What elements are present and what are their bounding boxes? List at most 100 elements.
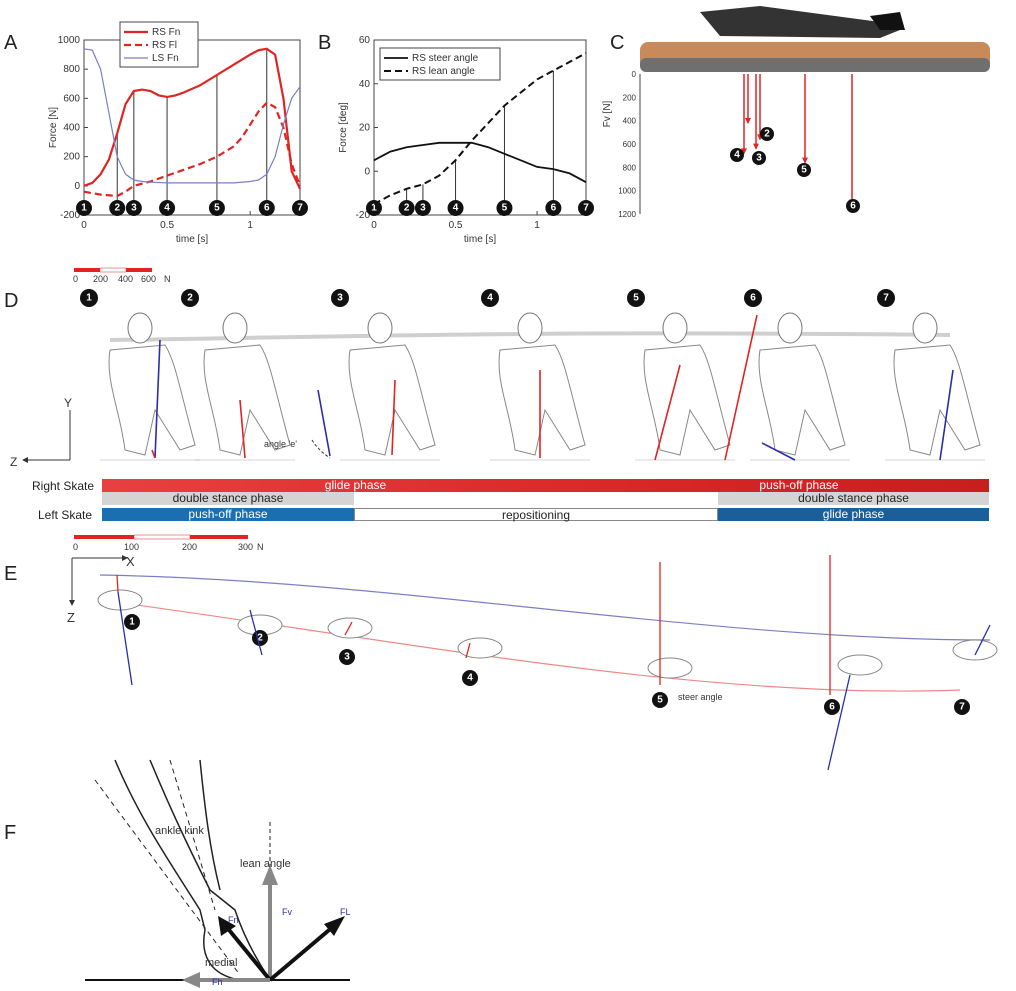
left-glide-bar: glide phase (718, 508, 989, 521)
lean-angle-label: lean angle (240, 858, 291, 870)
chart-b-event-badge: 3 (414, 200, 431, 216)
chart-b-series-1 (373, 52, 587, 205)
panel-letter-c: C (610, 32, 625, 54)
chart-c-badge: 4 (730, 148, 744, 162)
chart-c-arrowhead (745, 118, 751, 124)
right-skate-phase-bar: glide phase push-off phase (102, 479, 989, 492)
chart-b-event-badge-text: 2 (404, 203, 410, 214)
chart-b-event-badge: 4 (447, 200, 464, 216)
panel-letter-a: A (4, 32, 18, 54)
chart-a-ytick-label: 0 (74, 181, 80, 192)
chart-b-ytick-label: -20 (356, 210, 371, 221)
chart-c-badge: 3 (752, 151, 766, 165)
panel-d-badge: 1 (80, 289, 98, 307)
panel-letter-f: F (4, 822, 17, 844)
panel-e-top-view: 0 100 200 300 N X Z 1 2 3 4 5 6 7 steer angle (67, 534, 998, 771)
panel-e-badge-text: 2 (257, 633, 263, 644)
chart-a-event-badge-text: 7 (297, 203, 303, 214)
angle-e-label: angle 'e' (264, 439, 297, 449)
chart-c-badge-text: 2 (764, 129, 770, 140)
chart-b-xtick-label: 0.5 (449, 220, 463, 231)
force-arrow-d (724, 314, 758, 461)
chart-b-event-badge-text: 5 (502, 203, 508, 214)
panel-e-badge: 3 (339, 649, 355, 665)
axes-d: Y Z (10, 396, 72, 469)
medial-label: medial (205, 957, 237, 969)
skater-head (662, 312, 688, 344)
panel-d-badge-circle (877, 289, 895, 307)
chart-a-event-badge-text: 5 (214, 203, 220, 214)
skater-head (912, 312, 938, 344)
chart-b-legend-box (379, 47, 501, 81)
chart-a-xtick-label: 1 (247, 220, 253, 231)
chart-c-ytick: 400 (623, 117, 637, 126)
panel-d-badge-circle (744, 289, 762, 307)
chart-a-event-badge: 1 (76, 200, 92, 216)
chart-b-event-badge-text: 4 (453, 203, 459, 214)
chart-a-ytick-label: 1000 (58, 35, 81, 46)
chart-a-event-badge: 7 (292, 200, 308, 216)
chart-b-xtick-label: 1 (534, 220, 540, 231)
panel-e-badge-circle (954, 699, 970, 715)
chart-c-badge-circle (846, 199, 860, 213)
chart-b-event-badge: 5 (496, 200, 513, 216)
right-glide-label: glide phase (324, 478, 387, 492)
panel-e-badge-circle (824, 699, 840, 715)
skater-figure (750, 312, 850, 461)
chart-b-ytick-label: 20 (359, 123, 371, 134)
panel-letter-d: D (4, 290, 19, 312)
chart-a-ytick-label: 800 (63, 64, 80, 75)
panel-e-badge: 5 (652, 692, 668, 708)
chart-b-event-badge-circle (545, 200, 562, 216)
panel-d-badge: 2 (181, 289, 199, 307)
scale-d-tick-400: 400 (118, 274, 133, 284)
ankle-kink-label: ankle kink (155, 825, 204, 837)
red-track (99, 599, 961, 692)
top-skater (457, 637, 503, 659)
chart-c-badge-circle (797, 163, 811, 177)
chart-c-badge-text: 6 (850, 201, 856, 212)
panel-e-badge-text: 5 (657, 695, 663, 706)
panel-d-badge-text: 4 (487, 293, 493, 304)
skate-blade (640, 58, 990, 72)
chart-c-ytick: 1000 (618, 187, 636, 196)
chart-b-event-badge-circle (414, 200, 431, 216)
chart-c-badge-text: 3 (756, 153, 762, 164)
right-push-label: push-off phase (759, 478, 839, 492)
chart-a-ytick-label: -200 (60, 210, 80, 221)
chart-a-event-badge-circle (292, 200, 308, 216)
scale-e-tick-0: 0 (73, 542, 78, 552)
force-arrow-e (249, 609, 263, 656)
force-arrow-e (465, 642, 471, 659)
force-arrow-d (154, 339, 161, 459)
force-arrow-d (239, 399, 246, 459)
force-arrow-e (116, 574, 119, 593)
scale-d-tick-600: 600 (141, 274, 156, 284)
panel-e-badge-circle (339, 649, 355, 665)
chart-b-event-badge-text: 1 (371, 203, 377, 214)
top-skater (952, 639, 998, 661)
chart-c-arrowhead (802, 157, 808, 164)
chart-a-xlabel: time [s] (176, 234, 208, 245)
axis-z-label: Z (10, 455, 17, 469)
chart-c-badge-text: 5 (801, 165, 807, 176)
panel-d-badge-text: 3 (337, 293, 343, 304)
chart-a-series-1 (83, 101, 302, 198)
chart-a-event-badge-circle (109, 200, 126, 216)
panel-d-badge-text: 2 (187, 293, 193, 304)
skater-head (222, 312, 248, 344)
chart-b-event-badge-circle (578, 200, 594, 216)
scale-e-tick-100: 100 (124, 542, 139, 552)
skater-figure (635, 312, 735, 461)
panel-e-badge-circle (652, 692, 668, 708)
chart-c-ytick: 200 (623, 93, 637, 102)
fh-label: Fh (212, 977, 223, 987)
panel-e-badge: 6 (824, 699, 840, 715)
panel-d-badge-text: 7 (883, 293, 889, 304)
chart-b-event-badge-text: 6 (551, 203, 557, 214)
chart-c-arrowhead (741, 148, 747, 155)
chart-c-badge: 5 (797, 163, 811, 177)
chart-a-event-badge-circle (159, 200, 176, 216)
